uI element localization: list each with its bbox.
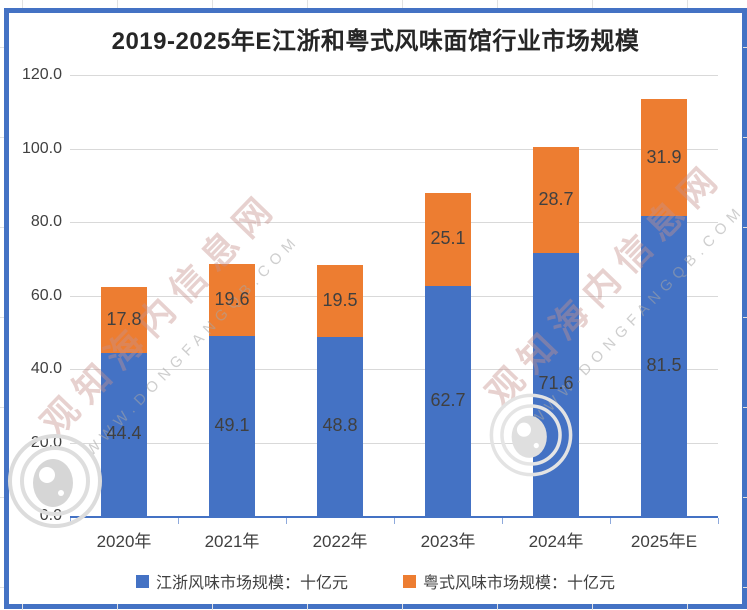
bar-segment-yueshi-2022年 bbox=[317, 264, 363, 337]
x-axis-category-label: 2021年 bbox=[204, 532, 260, 551]
spreadsheet-gridline bbox=[117, 0, 118, 8]
bar-segment-jiangzhe-2025年E bbox=[641, 216, 687, 516]
y-axis-tick-label: 80.0 bbox=[30, 213, 62, 230]
x-axis-line bbox=[70, 516, 718, 518]
bar-segment-yueshi-2021年 bbox=[209, 263, 255, 336]
bar-segment-jiangzhe-2020年 bbox=[101, 352, 147, 516]
spreadsheet-gridline bbox=[307, 0, 308, 8]
bar-data-label: 17.8 bbox=[106, 309, 142, 330]
bar-segment-jiangzhe-2023年 bbox=[425, 285, 471, 516]
bar-data-label: 31.9 bbox=[646, 146, 682, 167]
bar-data-label: 44.4 bbox=[106, 423, 142, 444]
legend-swatch-blue-icon bbox=[135, 574, 149, 588]
x-axis-category-label: 2023年 bbox=[420, 532, 476, 551]
chart-legend: 江浙风味市场规模：十亿元 粤式风味市场规模：十亿元 bbox=[9, 569, 742, 593]
y-axis-tick-label: 120.0 bbox=[21, 66, 62, 83]
spreadsheet-gridline bbox=[497, 604, 498, 610]
bar-segment-yueshi-2025年E bbox=[641, 99, 687, 217]
y-gridline bbox=[70, 222, 718, 223]
spreadsheet-gridline bbox=[0, 317, 4, 318]
y-axis-tick-label: 0.0 bbox=[39, 507, 62, 524]
spreadsheet-gridline bbox=[743, 227, 747, 228]
x-axis-category-label: 2025年E bbox=[630, 532, 698, 551]
chart-frame: 2019-2025年E江浙和粤式风味面馆行业市场规模 120.0 100.0 80.… bbox=[4, 8, 747, 609]
spreadsheet-gridline bbox=[402, 604, 403, 610]
x-axis-category-label: 2020年 bbox=[96, 532, 152, 551]
spreadsheet-gridline bbox=[117, 604, 118, 610]
spreadsheet-gridline bbox=[212, 0, 213, 8]
spreadsheet-gridline bbox=[592, 0, 593, 8]
spreadsheet-gridline bbox=[743, 47, 747, 48]
chart-title: 2019-2025年E江浙和粤式风味面馆行业市场规模 bbox=[111, 28, 640, 55]
bar-segment-jiangzhe-2022年 bbox=[317, 336, 363, 516]
spreadsheet-gridline bbox=[307, 604, 308, 610]
spreadsheet-gridline bbox=[743, 407, 747, 408]
x-axis-tick-mark bbox=[502, 518, 503, 524]
spreadsheet-gridline bbox=[212, 604, 213, 610]
y-gridline bbox=[70, 295, 718, 297]
bar-segment-yueshi-2024年 bbox=[533, 147, 579, 253]
legend-label: 粤式风味市场规模：十亿元 bbox=[423, 575, 616, 592]
bar-data-label: 62.7 bbox=[430, 389, 466, 410]
spreadsheet-gridline bbox=[497, 0, 498, 8]
bar-data-label: 71.6 bbox=[538, 373, 574, 394]
bar-data-label: 19.5 bbox=[322, 289, 358, 310]
spreadsheet-gridline bbox=[687, 604, 688, 610]
bar-data-label: 48.8 bbox=[322, 415, 358, 436]
spreadsheet-gridline bbox=[743, 497, 747, 498]
bar-data-label: 81.5 bbox=[646, 355, 682, 376]
bar-segment-jiangzhe-2021年 bbox=[209, 335, 255, 516]
y-gridline bbox=[70, 369, 718, 370]
bar-data-label: 19.6 bbox=[214, 288, 250, 309]
y-axis-tick-label: 40.0 bbox=[30, 360, 62, 377]
y-axis-tick-label: 100.0 bbox=[21, 139, 62, 157]
legend-swatch-orange-icon bbox=[403, 574, 416, 588]
spreadsheet-gridline bbox=[0, 407, 4, 408]
x-axis-tick-mark bbox=[610, 518, 611, 524]
x-axis-tick-mark bbox=[286, 518, 287, 524]
x-axis-category-label: 2024年 bbox=[528, 532, 584, 551]
spreadsheet-gridline bbox=[0, 497, 4, 498]
spreadsheet-gridline bbox=[0, 587, 4, 588]
y-axis-tick-label: 20.0 bbox=[30, 433, 62, 451]
legend-label: 江浙风味市场规模：十亿元 bbox=[155, 575, 348, 592]
y-gridline bbox=[70, 148, 718, 150]
watermark-text-right: 观知海内信息网 WWW.DONGFANGQB.COM bbox=[459, 134, 747, 451]
bar-segment-yueshi-2023年 bbox=[425, 193, 471, 286]
spreadsheet-gridline bbox=[22, 604, 23, 610]
spreadsheet-gridline bbox=[0, 137, 4, 138]
spreadsheet-gridline bbox=[22, 0, 23, 8]
x-axis-tick-mark bbox=[178, 518, 179, 524]
bar-data-label: 25.1 bbox=[430, 228, 466, 249]
legend-item-yueshi: 粤式风味市场规模：十亿元 bbox=[403, 569, 615, 593]
watermark-cn-text: 观知海内信息网 bbox=[478, 153, 732, 414]
spreadsheet-gridline bbox=[0, 47, 4, 48]
y-axis-tick-label: 60.0 bbox=[30, 286, 62, 304]
spreadsheet-gridline bbox=[0, 227, 4, 228]
spreadsheet-gridline bbox=[743, 587, 747, 588]
x-axis-tick-mark bbox=[718, 518, 719, 524]
bar-data-label: 28.7 bbox=[538, 189, 574, 210]
spreadsheet-gridline bbox=[743, 137, 747, 138]
y-gridline bbox=[70, 75, 718, 76]
bar-segment-yueshi-2020年 bbox=[101, 287, 147, 353]
x-axis-tick-mark bbox=[70, 518, 71, 524]
bar-data-label: 49.1 bbox=[214, 414, 250, 435]
spreadsheet-gridline bbox=[402, 0, 403, 8]
spreadsheet-gridline bbox=[592, 604, 593, 610]
spreadsheet-gridline bbox=[687, 0, 688, 8]
x-axis-category-label: 2022年 bbox=[312, 532, 368, 551]
x-axis-tick-mark bbox=[394, 518, 395, 524]
legend-item-jiangzhe: 江浙风味市场规模：十亿元 bbox=[135, 569, 348, 593]
y-gridline bbox=[70, 442, 718, 444]
spreadsheet-gridline bbox=[743, 317, 747, 318]
